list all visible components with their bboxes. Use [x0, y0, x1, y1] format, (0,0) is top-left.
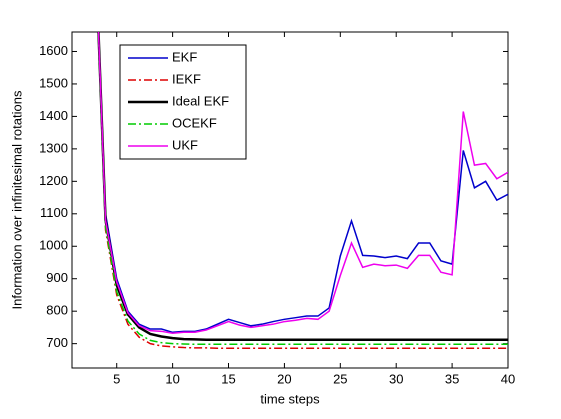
- y-tick-label: 800: [46, 303, 68, 318]
- legend-label: OCEKF: [172, 115, 217, 130]
- y-tick-label: 1500: [39, 75, 68, 90]
- y-tick-label: 1400: [39, 108, 68, 123]
- y-tick-label: 1200: [39, 173, 68, 188]
- x-tick-label: 35: [445, 371, 459, 386]
- x-tick-label: 40: [501, 371, 515, 386]
- line-series: [97, 32, 508, 349]
- x-tick-label: 15: [221, 371, 235, 386]
- x-axis-label: time steps: [260, 391, 320, 406]
- x-tick-label: 20: [277, 371, 291, 386]
- line-series: [97, 32, 508, 342]
- x-tick-label: 5: [113, 371, 120, 386]
- series-group: [97, 32, 508, 349]
- legend-label: IEKF: [172, 71, 201, 86]
- legend-label: EKF: [172, 49, 197, 64]
- y-tick-label: 700: [46, 335, 68, 350]
- x-tick-label: 30: [389, 371, 403, 386]
- y-tick-label: 1100: [40, 205, 68, 220]
- y-tick-label: 900: [46, 270, 68, 285]
- x-tick-label: 25: [333, 371, 347, 386]
- y-tick-label: 1600: [39, 43, 68, 58]
- x-tick-label: 10: [165, 371, 179, 386]
- y-tick-label: 1000: [39, 238, 68, 253]
- line-series: [97, 32, 508, 334]
- line-series: [97, 32, 508, 335]
- legend-label: Ideal EKF: [172, 93, 229, 108]
- y-axis-label: Information over infinitesimal rotations: [9, 90, 24, 309]
- legend-label: UKF: [172, 137, 198, 152]
- y-tick-label: 1300: [39, 140, 68, 155]
- line-series: [97, 32, 508, 346]
